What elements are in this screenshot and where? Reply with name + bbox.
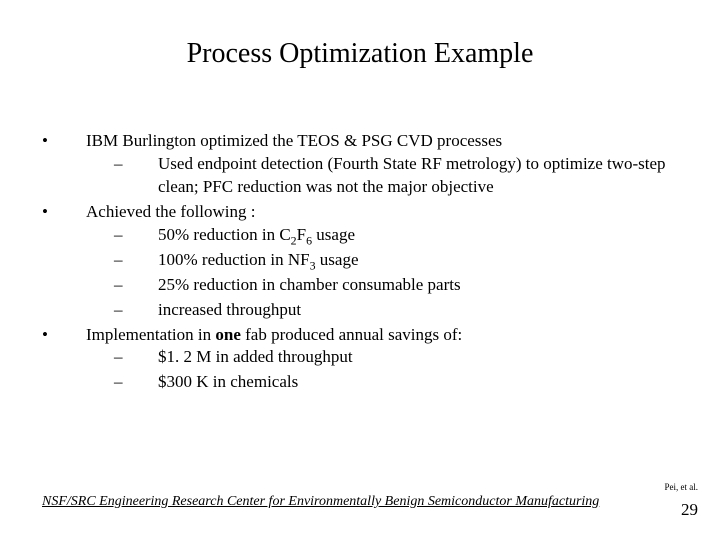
b2-1-post: usage: [312, 225, 355, 244]
bullet-2-3: 25% reduction in chamber consumable part…: [86, 274, 700, 297]
bullet-1-1: Used endpoint detection (Fourth State RF…: [86, 153, 700, 199]
bullet-3-1: $1. 2 M in added throughput: [86, 346, 700, 369]
slide-title: Process Optimization Example: [0, 38, 720, 70]
bullet-2: Achieved the following : 50% reduction i…: [42, 201, 700, 322]
slide-body: IBM Burlington optimized the TEOS & PSG …: [42, 130, 700, 396]
b2-2-pre: 100% reduction in NF: [158, 250, 310, 269]
reference-text: Pei, et al.: [665, 482, 699, 492]
bullet-3: Implementation in one fab produced annua…: [42, 324, 700, 395]
b3-pre: Implementation in: [86, 325, 215, 344]
footer-text: NSF/SRC Engineering Research Center for …: [42, 494, 599, 510]
slide: Process Optimization Example IBM Burling…: [0, 0, 720, 540]
b3-post: fab produced annual savings of:: [241, 325, 462, 344]
b2-1-mid: F: [297, 225, 306, 244]
bullet-1: IBM Burlington optimized the TEOS & PSG …: [42, 130, 700, 199]
b3-bold: one: [215, 325, 241, 344]
bullet-2-4: increased throughput: [86, 299, 700, 322]
b2-2-post: usage: [316, 250, 359, 269]
bullet-list: IBM Burlington optimized the TEOS & PSG …: [42, 130, 700, 394]
b2-1-pre: 50% reduction in C: [158, 225, 291, 244]
bullet-2-text: Achieved the following :: [86, 202, 256, 221]
page-number: 29: [681, 500, 698, 520]
bullet-2-1: 50% reduction in C2F6 usage: [86, 224, 700, 247]
bullet-1-text: IBM Burlington optimized the TEOS & PSG …: [86, 131, 502, 150]
bullet-2-2: 100% reduction in NF3 usage: [86, 249, 700, 272]
bullet-3-2: $300 K in chemicals: [86, 371, 700, 394]
